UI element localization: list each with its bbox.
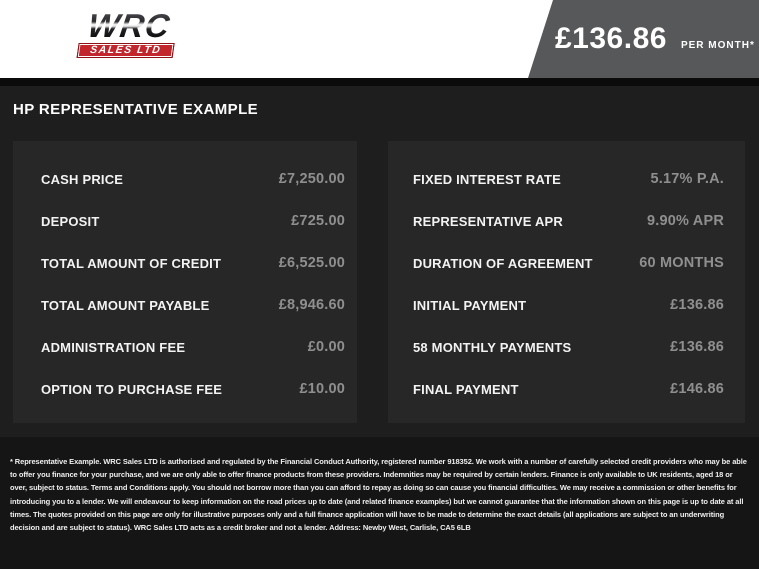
disclaimer-footer: * Representative Example. WRC Sales LTD … bbox=[0, 437, 759, 569]
row-value: £10.00 bbox=[299, 381, 345, 397]
monthly-price-amount: £136.86 bbox=[555, 22, 667, 55]
table-row: 58 MONTHLY PAYMENTS £136.86 bbox=[388, 326, 745, 368]
row-value: £6,525.00 bbox=[278, 255, 345, 271]
row-value: 9.90% APR bbox=[646, 213, 724, 229]
row-value: £136.86 bbox=[670, 297, 724, 313]
wrc-logo-wordmark: WRC bbox=[79, 7, 180, 44]
table-row: OPTION TO PURCHASE FEE £10.00 bbox=[13, 368, 357, 410]
row-label: DEPOSIT bbox=[41, 213, 100, 229]
row-label: FIXED INTEREST RATE bbox=[413, 171, 562, 187]
table-row: TOTAL AMOUNT PAYABLE £8,946.60 bbox=[13, 284, 357, 326]
table-row: DEPOSIT £725.00 bbox=[13, 200, 357, 242]
row-value: 60 MONTHS bbox=[639, 255, 724, 271]
row-label: INITIAL PAYMENT bbox=[413, 297, 527, 313]
table-row: CASH PRICE £7,250.00 bbox=[13, 158, 357, 200]
row-value: 5.17% P.A. bbox=[650, 171, 724, 187]
finance-panel-left: CASH PRICE £7,250.00 DEPOSIT £725.00 TOT… bbox=[13, 141, 357, 423]
table-row: FINAL PAYMENT £146.86 bbox=[388, 368, 745, 410]
row-label: FINAL PAYMENT bbox=[413, 381, 519, 397]
row-label: OPTION TO PURCHASE FEE bbox=[41, 381, 223, 397]
row-label: CASH PRICE bbox=[41, 171, 124, 187]
header-divider bbox=[0, 78, 759, 86]
row-label: REPRESENTATIVE APR bbox=[413, 213, 563, 229]
table-row: INITIAL PAYMENT £136.86 bbox=[388, 284, 745, 326]
site-header: WRC SALES LTD £136.86 PER MONTH* bbox=[0, 0, 759, 78]
wrc-logo-sales-banner: SALES LTD bbox=[76, 43, 175, 58]
monthly-price-flag: £136.86 PER MONTH* bbox=[528, 0, 759, 78]
per-month-label: PER MONTH* bbox=[680, 40, 755, 51]
finance-example-section: HP REPRESENTATIVE EXAMPLE CASH PRICE £7,… bbox=[0, 86, 759, 423]
row-value: £8,946.60 bbox=[278, 297, 345, 313]
finance-panel-right: FIXED INTEREST RATE 5.17% P.A. REPRESENT… bbox=[388, 141, 745, 423]
row-value: £7,250.00 bbox=[278, 171, 345, 187]
wrc-logo: WRC SALES LTD bbox=[76, 7, 180, 58]
monthly-price: £136.86 PER MONTH* bbox=[555, 22, 755, 56]
row-label: DURATION OF AGREEMENT bbox=[413, 255, 593, 271]
table-row: ADMINISTRATION FEE £0.00 bbox=[13, 326, 357, 368]
row-value: £0.00 bbox=[307, 339, 345, 355]
row-label: TOTAL AMOUNT OF CREDIT bbox=[41, 255, 222, 271]
row-label: ADMINISTRATION FEE bbox=[41, 339, 186, 355]
row-label: 58 MONTHLY PAYMENTS bbox=[413, 339, 572, 355]
row-value: £146.86 bbox=[670, 381, 724, 397]
table-row: DURATION OF AGREEMENT 60 MONTHS bbox=[388, 242, 745, 284]
disclaimer-text: * Representative Example. WRC Sales LTD … bbox=[10, 457, 747, 533]
row-value: £136.86 bbox=[670, 339, 724, 355]
finance-panels: CASH PRICE £7,250.00 DEPOSIT £725.00 TOT… bbox=[13, 141, 745, 423]
table-row: REPRESENTATIVE APR 9.90% APR bbox=[388, 200, 745, 242]
row-value: £725.00 bbox=[291, 213, 345, 229]
table-row: FIXED INTEREST RATE 5.17% P.A. bbox=[388, 158, 745, 200]
row-label: TOTAL AMOUNT PAYABLE bbox=[41, 297, 210, 313]
page-title: HP REPRESENTATIVE EXAMPLE bbox=[13, 101, 259, 118]
table-row: TOTAL AMOUNT OF CREDIT £6,525.00 bbox=[13, 242, 357, 284]
